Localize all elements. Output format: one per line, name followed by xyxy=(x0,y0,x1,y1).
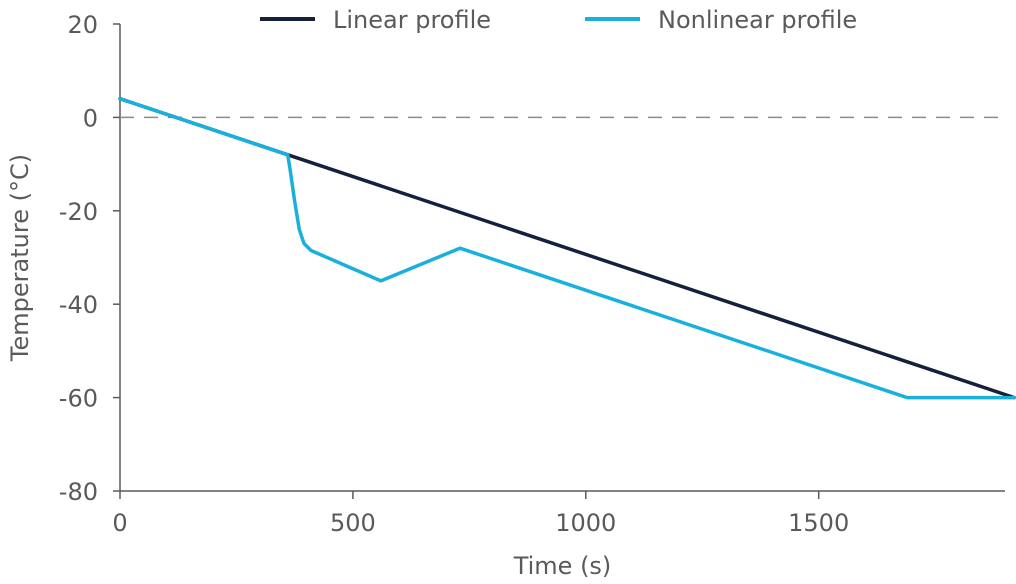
y-tick-label: -80 xyxy=(59,478,98,506)
y-tick-label: -40 xyxy=(59,291,98,319)
legend-label: Linear profile xyxy=(333,6,491,34)
x-tick-label: 1500 xyxy=(788,509,849,537)
y-tick-label: -60 xyxy=(59,385,98,413)
y-ticks: 20 0 -20 -40 -60 -80 xyxy=(59,11,120,506)
legend-label: Nonlinear profile xyxy=(658,6,857,34)
x-tick-label: 1000 xyxy=(555,509,616,537)
x-axis-title: Time (s) xyxy=(513,552,612,580)
x-tick-label: 500 xyxy=(330,509,376,537)
y-tick-label: 20 xyxy=(67,11,98,39)
series-layer xyxy=(118,96,1016,400)
x-ticks: 0 500 1000 1500 xyxy=(112,491,849,537)
y-tick-label: 0 xyxy=(83,104,98,132)
y-axis-title: Temperature (°C) xyxy=(6,154,34,362)
legend: Linear profile Nonlinear profile xyxy=(260,6,857,34)
x-tick-label: 0 xyxy=(112,509,127,537)
series-line-nonlinear-profile xyxy=(118,96,1016,400)
y-tick-label: -20 xyxy=(59,198,98,226)
